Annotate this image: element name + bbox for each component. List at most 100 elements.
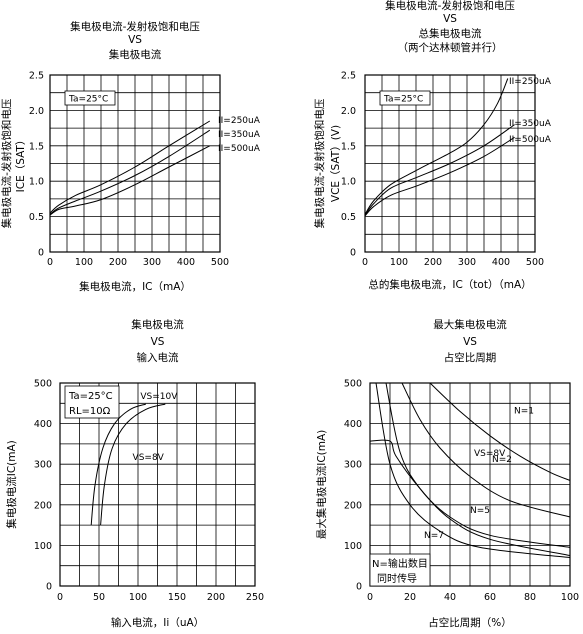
x-tick-label: 50 bbox=[93, 592, 105, 603]
x-tick-label: 100 bbox=[390, 257, 408, 268]
series-label: II=250uA bbox=[509, 77, 552, 87]
x-tick-label: 40 bbox=[444, 592, 456, 603]
x-tick-label: 200 bbox=[424, 257, 442, 268]
y-axis-label: ICE（SAT） bbox=[15, 135, 27, 193]
series-line-II=500uA bbox=[364, 136, 515, 217]
y-axis-label: 集电极电流IC(mA) bbox=[5, 440, 18, 529]
chart-title-line: 集电极电流-发射极饱和电压 bbox=[70, 20, 200, 33]
chart-title-line: 集电极电流 bbox=[131, 318, 184, 331]
annotation-box bbox=[369, 553, 431, 587]
series-line-II=350uA bbox=[364, 124, 515, 216]
annotation-box bbox=[64, 385, 120, 419]
x-axis-label: 占空比周期（%） bbox=[428, 616, 511, 629]
x-tick-label: 500 bbox=[526, 257, 544, 268]
series-label: N=1 bbox=[514, 406, 534, 416]
chart-title-line: 占空比周期 bbox=[444, 351, 497, 364]
chart-title-line: 总集电极电流 bbox=[419, 27, 482, 40]
y-tick-label: 0 bbox=[356, 582, 362, 593]
x-tick-label: 250 bbox=[246, 592, 264, 603]
annotation-line: 同时传导 bbox=[377, 573, 417, 585]
series-label: N=5 bbox=[470, 506, 490, 516]
series-label: VS=8V bbox=[474, 449, 506, 459]
series-line-VS=8V bbox=[100, 403, 166, 526]
y-tick-label: 0 bbox=[46, 582, 52, 593]
chart-title-line: 集电极电流 bbox=[109, 48, 162, 61]
x-tick-label: 200 bbox=[207, 592, 225, 603]
y-tick-label: 300 bbox=[34, 460, 52, 471]
series-line-n1 bbox=[429, 382, 571, 481]
x-tick-label: 200 bbox=[109, 257, 127, 268]
series-line-II=350uA bbox=[49, 129, 211, 215]
series-label: VS=8V bbox=[133, 453, 165, 463]
annotation-ta: Ta=25°C bbox=[68, 95, 108, 105]
x-tick-label: 100 bbox=[75, 257, 93, 268]
chart-title-line: VS bbox=[463, 336, 477, 348]
chart-4: 最大集电极电流 VS 占空比周期 0 20 40 60 80 100 0 100 200 300 400 5… bbox=[315, 318, 579, 629]
x-tick-label: 100 bbox=[561, 592, 579, 603]
y-tick-label: 0 bbox=[350, 248, 356, 259]
plot-frame bbox=[369, 382, 571, 587]
y-tick-label: 0.5 bbox=[29, 212, 44, 223]
series-label: N=7 bbox=[424, 531, 444, 541]
series-line-II=250uA bbox=[364, 78, 509, 215]
annotation-line: N=输出数目 bbox=[372, 557, 428, 570]
y-axis-label: 最大集电极电流IC(mA) bbox=[315, 430, 328, 540]
series-label: N=2 bbox=[492, 455, 512, 465]
annotation-ta: Ta=25°C bbox=[383, 95, 423, 105]
x-tick-label: 0 bbox=[367, 592, 373, 603]
y-axis-label: VCE（SAT）(V) bbox=[330, 125, 342, 202]
x-tick-label: 20 bbox=[404, 592, 416, 603]
y-tick-label: 200 bbox=[34, 500, 52, 511]
y-tick-label: 100 bbox=[344, 541, 362, 552]
chart-title-line: 输入电流 bbox=[137, 351, 179, 364]
chart-title-line: VS bbox=[151, 336, 165, 348]
series-line-II=500uA bbox=[49, 145, 211, 216]
series-line-II=250uA bbox=[49, 120, 211, 214]
y-tick-label: 2.5 bbox=[29, 71, 44, 82]
y-tick-label: 500 bbox=[34, 379, 52, 390]
plot-frame bbox=[59, 382, 256, 587]
x-tick-label: 80 bbox=[524, 592, 536, 603]
series-label: II=350uA bbox=[509, 119, 552, 129]
x-tick-label: 0 bbox=[362, 257, 368, 268]
y-tick-label: 0.5 bbox=[341, 212, 356, 223]
y-tick-label: 2.0 bbox=[341, 106, 356, 117]
series-label: VS=10V bbox=[140, 392, 178, 402]
plot-frame bbox=[364, 74, 536, 253]
x-axis-label: 总的集电极电流，IC（tot）（mA） bbox=[368, 278, 531, 291]
x-axis-label: 输入电流，Ii（uA） bbox=[111, 616, 204, 629]
y-tick-label: 300 bbox=[344, 460, 362, 471]
x-axis-label: 集电极电流，IC（mA） bbox=[79, 280, 191, 293]
plot-frame bbox=[49, 74, 221, 253]
y-axis-label: 集电极电流-发射极饱和电压 bbox=[313, 98, 326, 228]
x-tick-label: 60 bbox=[484, 592, 496, 603]
x-tick-label: 150 bbox=[168, 592, 186, 603]
annotation-box bbox=[379, 90, 431, 106]
x-tick-label: 0 bbox=[47, 257, 53, 268]
chart-title-line: 集电极电流-发射极饱和电压 bbox=[385, 0, 515, 12]
x-tick-label: 100 bbox=[129, 592, 147, 603]
y-tick-label: 100 bbox=[34, 541, 52, 552]
chart-title-line: （两个达林顿管并行） bbox=[398, 41, 503, 54]
y-tick-label: 1.5 bbox=[341, 141, 356, 152]
y-tick-label: 1.0 bbox=[29, 177, 44, 188]
annotation-line: Ta=25°C bbox=[68, 391, 113, 402]
series-label: II=500uA bbox=[509, 135, 552, 145]
annotation-box bbox=[64, 90, 116, 106]
series-label: II=500uA bbox=[218, 144, 261, 154]
series-line-n7 bbox=[375, 382, 571, 559]
y-tick-label: 400 bbox=[34, 419, 52, 430]
y-tick-label: 2.5 bbox=[341, 71, 356, 82]
y-tick-label: 500 bbox=[344, 379, 362, 390]
x-tick-label: 300 bbox=[143, 257, 161, 268]
chart-3: 集电极电流 VS 输入电流 0 50 100 150 200 250 0 100 200 300 400 5… bbox=[5, 318, 264, 629]
chart-title-line: 最大集电极电流 bbox=[433, 318, 507, 331]
y-tick-label: 400 bbox=[344, 419, 362, 430]
y-tick-label: 0 bbox=[38, 248, 44, 259]
x-tick-label: 400 bbox=[177, 257, 195, 268]
series-label: II=250uA bbox=[218, 116, 261, 126]
series-line-n2 bbox=[401, 382, 571, 518]
